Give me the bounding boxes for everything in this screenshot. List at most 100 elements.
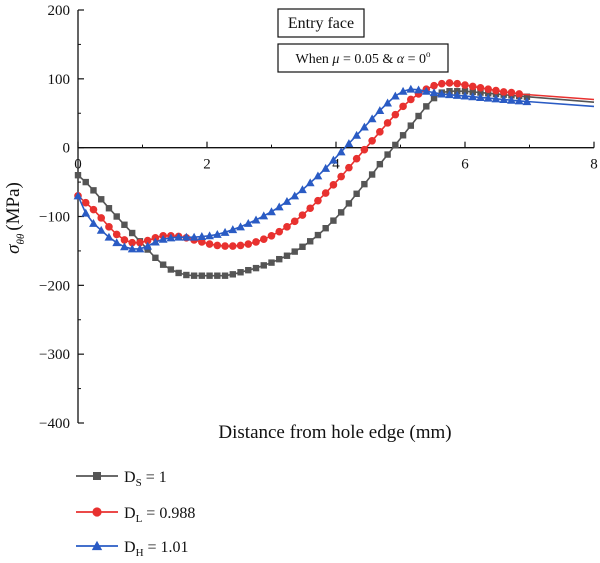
data-point-square — [90, 187, 97, 194]
data-point-square — [252, 264, 260, 272]
ann-part: When — [295, 52, 332, 67]
data-point-circle — [112, 230, 121, 239]
ann-degree: o — [426, 49, 431, 59]
y-tick-label: 0 — [63, 141, 71, 157]
x-axis-title: Distance from hole edge (mm) — [218, 422, 451, 443]
data-point-square — [268, 259, 275, 266]
data-point-square — [105, 205, 113, 212]
data-point-circle — [399, 102, 407, 111]
y-axis-symbol: σ — [3, 244, 24, 254]
data-point-triangle — [73, 191, 83, 200]
data-point-square — [523, 93, 531, 100]
data-point-square — [330, 217, 337, 224]
data-point-triangle — [329, 155, 338, 164]
data-point-triangle — [305, 178, 315, 187]
data-point-triangle — [290, 191, 300, 200]
data-point-triangle — [89, 218, 98, 227]
data-point-circle — [259, 235, 268, 244]
data-point-circle — [468, 82, 477, 91]
data-point-circle — [337, 172, 345, 181]
data-point-triangle — [298, 185, 307, 194]
x-tick-label: 0 — [74, 157, 82, 173]
x-tick-label: 6 — [461, 157, 469, 173]
data-point-circle — [275, 227, 284, 236]
data-point-triangle — [406, 84, 416, 93]
data-point-triangle — [205, 231, 214, 240]
y-axis-unit: (MPa) — [3, 182, 24, 231]
data-point-square — [206, 272, 213, 279]
ann-part: = 0.05 & — [339, 52, 396, 67]
data-point-square — [337, 209, 345, 216]
data-point-triangle — [143, 241, 153, 250]
data-point-circle — [290, 217, 299, 226]
data-point-circle — [298, 211, 307, 219]
data-point-triangle — [390, 91, 400, 100]
data-point-square — [221, 272, 229, 279]
data-point-circle — [383, 119, 392, 127]
data-point-triangle — [514, 96, 524, 105]
data-point-square — [245, 266, 252, 274]
data-point-square — [214, 272, 221, 279]
data-point-circle — [376, 128, 384, 136]
legend-item: DS = 1 — [76, 469, 167, 489]
data-point-triangle — [228, 225, 238, 234]
data-point-triangle — [236, 222, 245, 231]
data-point-circle — [430, 81, 438, 90]
data-point-triangle — [313, 171, 323, 180]
data-point-triangle — [91, 540, 103, 551]
data-point-circle — [89, 205, 98, 214]
series-layer — [73, 79, 595, 279]
data-point-triangle — [274, 202, 284, 211]
data-point-circle — [267, 231, 276, 240]
data-point-square — [198, 272, 206, 279]
data-point-circle — [314, 196, 322, 205]
y-tick-label: 200 — [48, 3, 71, 19]
data-point-triangle — [483, 93, 493, 102]
series-triangle — [73, 84, 595, 253]
data-point-triangle — [352, 130, 362, 139]
data-point-circle — [492, 86, 500, 95]
y-tick-label: −200 — [39, 278, 70, 294]
data-point-square — [276, 255, 283, 263]
data-point-triangle — [166, 233, 176, 242]
y-tick-label: −300 — [39, 347, 70, 363]
data-point-circle — [306, 204, 315, 213]
data-point-circle — [221, 242, 229, 250]
data-point-triangle — [181, 232, 191, 241]
legend-label: DL = 0.988 — [124, 505, 195, 525]
annotation-entry-face: Entry face — [277, 8, 365, 38]
data-point-square — [307, 238, 314, 245]
data-point-square — [74, 172, 82, 179]
data-point-square — [477, 89, 484, 96]
data-point-square — [152, 254, 159, 261]
data-point-triangle — [220, 227, 230, 236]
data-point-square — [461, 88, 469, 95]
data-point-triangle — [437, 89, 447, 98]
data-point-triangle — [429, 88, 439, 97]
data-point-triangle — [267, 207, 276, 216]
y-tick-label: −100 — [39, 210, 70, 226]
data-point-circle — [252, 238, 260, 246]
legend-label: DH = 1.01 — [124, 539, 189, 559]
annotation-box — [277, 43, 449, 73]
legend-item: DL = 0.988 — [76, 505, 195, 525]
data-point-circle — [81, 198, 90, 207]
data-point-circle — [515, 90, 523, 98]
data-point-triangle — [507, 95, 516, 104]
data-point-triangle — [81, 208, 91, 217]
data-point-square — [229, 271, 236, 278]
data-point-triangle — [96, 225, 106, 234]
legend-label: DS = 1 — [124, 469, 167, 489]
data-point-circle — [329, 181, 338, 189]
data-point-triangle — [344, 139, 354, 148]
data-point-square — [361, 180, 368, 188]
data-point-circle — [105, 223, 113, 231]
data-point-triangle — [321, 163, 331, 172]
data-point-triangle — [135, 244, 145, 253]
data-point-square — [175, 269, 182, 277]
legend-item: DH = 1.01 — [76, 539, 189, 559]
data-point-circle — [213, 241, 222, 250]
data-point-circle — [476, 83, 485, 92]
data-point-square — [314, 231, 322, 239]
data-point-triangle — [421, 86, 431, 95]
